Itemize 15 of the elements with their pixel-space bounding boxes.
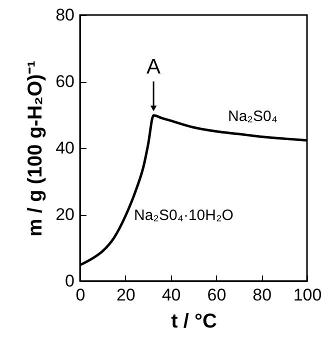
- y-axis-title: m / g (100 g-H₂O)⁻¹: [24, 60, 47, 236]
- annotation: Na₂S0₄·10H₂O: [134, 207, 234, 224]
- x-tick-label: 20: [116, 286, 136, 304]
- y-tick-label: 60: [56, 72, 74, 91]
- y-tick-label: 20: [56, 205, 74, 224]
- x-tick-label: 60: [207, 286, 226, 304]
- y-tick-label: 80: [56, 6, 74, 24]
- x-tick-label: 80: [252, 286, 272, 304]
- x-tick-label: 100: [293, 286, 322, 304]
- x-axis-title: t / °C: [171, 310, 217, 332]
- annotation: Na₂S0₄: [228, 108, 278, 125]
- y-tick-label: 0: [65, 272, 74, 290]
- y-tick-label: 40: [56, 138, 74, 158]
- annotation: A: [146, 55, 161, 78]
- x-tick-label: 40: [162, 286, 181, 304]
